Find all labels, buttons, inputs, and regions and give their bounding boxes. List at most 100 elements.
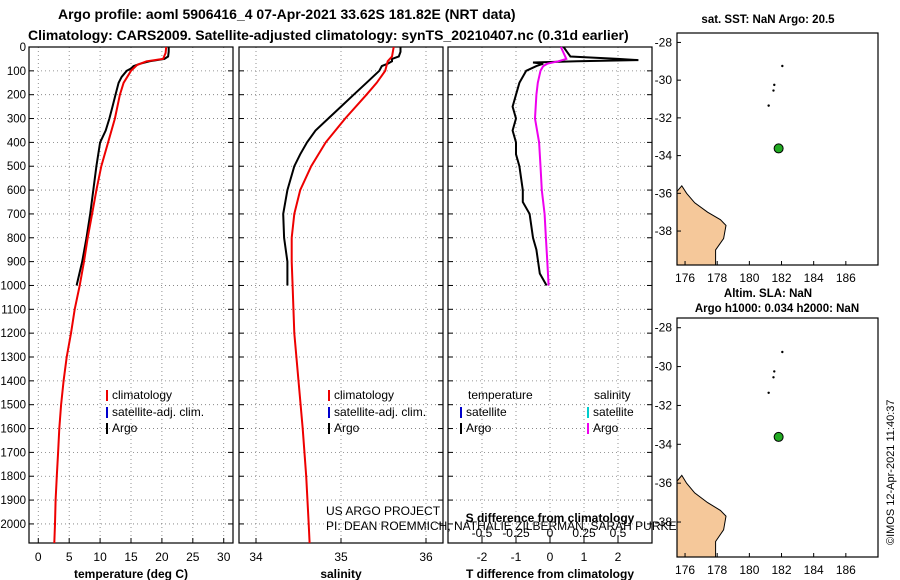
map_sla-xtick-label: 176: [675, 563, 695, 577]
s-diff-tick-label: 0.25: [572, 526, 596, 540]
map_sst-xtick-label: 178: [707, 271, 727, 285]
credit-project: US ARGO PROJECT: [326, 504, 441, 518]
temperature-ytick-label: 1900: [0, 495, 26, 507]
temp-legend-satellite-label: satellite-adj. clim.: [112, 405, 204, 419]
s-diff-axis-label: S difference from climatology: [466, 511, 635, 525]
diff-legend-s-argo-label: Argo: [593, 421, 619, 435]
s-diff-tick-label: -0.25: [502, 526, 530, 540]
map_sla-island: [773, 370, 776, 373]
s-diff-tick-label: 0.5: [610, 526, 627, 540]
temperature-ytick-label: 1100: [1, 304, 26, 316]
map_sla-ytick-label: -36: [655, 476, 673, 490]
temperature-ytick-label: 900: [7, 257, 26, 269]
temp-legend-climatology-label: climatology: [112, 388, 172, 402]
map_sst-xtick-label: 182: [772, 271, 792, 285]
map_sst-ytick-label: -38: [655, 224, 673, 238]
map_sla-ytick-label: -34: [655, 437, 673, 451]
salinity-xaxis-label: salinity: [320, 567, 362, 580]
map_sla-float-marker: [773, 431, 784, 442]
temperature-ytick-label: 1600: [0, 424, 26, 436]
temperature-ytick-label: 1500: [0, 400, 26, 412]
temperature-ytick-label: 1000: [0, 280, 26, 292]
salinity-series-climatology: [290, 46, 395, 544]
salinity-xtick-label: 35: [334, 550, 348, 564]
temperature-xtick-label: 15: [124, 550, 138, 564]
map_sst-float-marker: [773, 143, 784, 154]
t_difference-series-s-difference-argo-: [533, 46, 568, 286]
map_sst-island: [781, 64, 784, 68]
map_sst-xtick-label: 184: [804, 271, 824, 285]
map_sla-title: Altim. SLA: NaN: [724, 288, 812, 300]
map_sla-island: [767, 391, 770, 395]
map_sla-island: [781, 350, 784, 354]
temperature-xtick-label: 20: [155, 550, 169, 564]
temperature-xtick-label: 0: [35, 550, 42, 564]
map_sst-ytick-label: -30: [655, 73, 673, 87]
temperature-xtick-label: 30: [217, 550, 231, 564]
map_sla-ytick-label: -32: [655, 398, 673, 412]
diff-legend-s-satellite-label: satellite: [593, 405, 634, 419]
temperature-ytick-label: 600: [7, 185, 26, 197]
map_sla-xtick-label: 178: [707, 563, 727, 577]
map_sla-frame: [676, 317, 879, 558]
diff-legend-t-argo-label: Argo: [466, 421, 492, 435]
map_sst-xtick-label: 186: [836, 271, 856, 285]
t_difference-xtick-label: 0: [547, 550, 554, 564]
map_sst-island: [773, 83, 776, 87]
map_sla-xtick-label: 182: [772, 563, 792, 577]
t_difference-xtick-label: -2: [477, 550, 488, 564]
temp-legend-argo-label: Argo: [112, 421, 138, 435]
sal-legend-satellite-label: satellite-adj. clim.: [334, 405, 426, 419]
s-diff-tick-label: 0: [547, 526, 554, 540]
temperature-ytick-label: 100: [7, 66, 26, 78]
credit-pis: PI: DEAN ROEMMICH, NATHALIE ZILBERMAN, S…: [326, 519, 771, 533]
map_sst-ytick-label: -36: [655, 186, 673, 200]
map_sla-ytick-label: -38: [655, 515, 673, 529]
temperature-ytick-label: 300: [7, 114, 26, 126]
diff-legend-temperature-header: temperature: [468, 388, 533, 402]
map_sla-ytick-label: -30: [655, 360, 673, 374]
temperature-ytick-label: 700: [7, 209, 26, 221]
t_difference-xtick-label: -1: [511, 550, 522, 564]
salinity-xtick-label: 36: [419, 550, 433, 564]
temperature-xtick-label: 10: [93, 550, 107, 564]
map_sst-ytick-label: -32: [655, 111, 673, 125]
temperature-ytick-label: 1200: [0, 328, 26, 340]
temperature-ytick-label: 1700: [0, 447, 26, 459]
map_sst-island: [767, 104, 770, 107]
map_sla-island: [772, 376, 775, 379]
map_sst-ytick-label: -34: [655, 149, 673, 163]
chart-title-line2: Climatology: CARS2009. Satellite-adjuste…: [28, 27, 629, 43]
sal-legend-climatology-label: climatology: [334, 388, 394, 402]
chart-title-line1: Argo profile: aoml 5906416_4 07-Apr-2021…: [58, 6, 516, 22]
salinity-series-argo: [282, 47, 402, 286]
diff-legend-t-satellite-label: satellite: [466, 405, 507, 419]
map_sla-xtick-label: 186: [836, 563, 856, 577]
s-diff-tick-label: -0.5: [472, 526, 493, 540]
temperature-ytick-label: 400: [7, 137, 26, 149]
t_difference-xtick-label: 2: [615, 550, 622, 564]
map_sst-island: [772, 89, 775, 92]
temperature-ytick-label: 2000: [0, 519, 26, 531]
map_sst-xtick-label: 180: [739, 271, 759, 285]
temperature-series-climatology: [53, 46, 168, 544]
temperature-xtick-label: 5: [66, 550, 73, 564]
temperature-xtick-label: 25: [186, 550, 200, 564]
map_sst-title: sat. SST: NaN Argo: 20.5: [701, 14, 835, 26]
map_sla-ytick-label: -28: [655, 321, 673, 335]
map_sla-xtick-label: 180: [739, 563, 759, 577]
t_difference-series-t-difference-argo-: [511, 46, 639, 286]
temperature-ytick-label: 0: [20, 42, 26, 54]
temperature-ytick-label: 1400: [0, 376, 26, 388]
temperature-ytick-label: 500: [7, 161, 26, 173]
temperature-ytick-label: 800: [7, 233, 26, 245]
t_difference-xaxis-label: T difference from climatology: [466, 567, 634, 580]
temperature-xaxis-label: temperature (deg C): [74, 567, 188, 580]
map_sst-xtick-label: 176: [675, 271, 695, 285]
map_sla-xtick-label: 184: [804, 563, 824, 577]
temperature-ytick-label: 1800: [0, 471, 26, 483]
salinity-xtick-label: 34: [249, 550, 263, 564]
temperature-ytick-label: 1300: [0, 352, 26, 364]
sal-legend-argo-label: Argo: [334, 421, 360, 435]
